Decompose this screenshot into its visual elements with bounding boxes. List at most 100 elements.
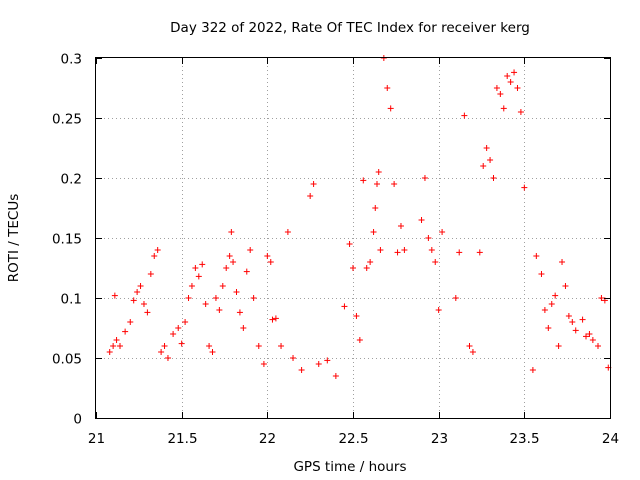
data-point: [175, 325, 182, 331]
axis-ticks: 21 21.5 22 22.5 23 23.5 24 0 0.05 0.1 0.15 0.2 0.25 0…: [52, 52, 619, 448]
data-point: [397, 223, 404, 229]
data-point: [529, 367, 536, 373]
data-point: [377, 247, 384, 253]
data-point: [170, 331, 177, 337]
data-point: [284, 229, 291, 235]
data-point: [188, 283, 195, 289]
data-point: [298, 367, 305, 373]
data-point: [514, 85, 521, 91]
data-point: [134, 289, 141, 295]
data-point: [267, 259, 274, 265]
data-point: [182, 319, 189, 325]
data-point: [272, 315, 279, 322]
data-point: [255, 343, 262, 349]
data-point: [589, 337, 596, 343]
data-point: [247, 247, 254, 253]
y-tick-label: 0.15: [52, 232, 82, 248]
data-point: [432, 259, 439, 265]
data-point: [341, 303, 348, 310]
data-point: [154, 247, 161, 253]
data-point: [384, 85, 391, 91]
data-point: [490, 175, 497, 181]
data-point: [106, 349, 113, 355]
x-tick-label: 21: [88, 431, 105, 447]
data-point: [456, 249, 463, 256]
data-point: [216, 307, 223, 313]
y-tick-label: 0.3: [61, 52, 82, 68]
data-point: [290, 355, 297, 361]
data-point: [511, 69, 518, 76]
data-point: [483, 145, 490, 151]
data-point: [579, 316, 586, 323]
data-point: [111, 292, 118, 299]
x-tick-label: 23: [431, 431, 448, 447]
data-point: [418, 217, 425, 223]
data-point: [151, 253, 158, 259]
data-point: [466, 343, 473, 349]
data-point: [598, 295, 605, 301]
x-tick-label: 22: [259, 431, 276, 447]
data-point: [209, 349, 216, 355]
data-point: [533, 253, 540, 259]
data-point: [219, 283, 226, 289]
data-point: [199, 261, 206, 268]
data-point: [178, 340, 185, 347]
data-point: [541, 307, 548, 313]
data-point: [548, 301, 555, 307]
data-point: [353, 313, 360, 319]
data-point: [243, 268, 250, 275]
data-point: [367, 259, 374, 265]
data-point: [250, 295, 257, 301]
data-point: [278, 343, 285, 349]
data-point: [332, 373, 339, 379]
x-tick-label: 24: [602, 431, 619, 447]
data-point: [497, 91, 504, 97]
y-tick-label: 0.05: [52, 352, 82, 368]
data-point: [586, 331, 593, 337]
data-point: [236, 309, 243, 316]
data-point: [569, 319, 576, 325]
data-point: [122, 328, 129, 335]
data-point: [401, 247, 408, 253]
data-point: [476, 249, 483, 256]
data-point: [387, 105, 394, 112]
data-point: [147, 271, 154, 277]
data-point: [223, 265, 230, 271]
data-point: [538, 271, 545, 277]
data-point: [356, 337, 363, 343]
data-point: [137, 283, 144, 289]
data-point: [375, 169, 382, 175]
data-point: [562, 283, 569, 289]
data-point: [555, 343, 562, 349]
x-tick-label: 22.5: [338, 431, 368, 447]
data-point: [315, 361, 322, 367]
data-point: [439, 229, 446, 235]
data-point: [372, 205, 379, 211]
data-point: [504, 73, 511, 79]
x-tick-label: 21.5: [167, 431, 197, 447]
data-point: [127, 319, 134, 325]
plot-frame: [95, 57, 611, 419]
data-point: [373, 181, 380, 187]
data-point: [269, 316, 276, 323]
data-point: [363, 265, 370, 271]
data-point: [394, 249, 401, 256]
y-tick-label: 0.2: [61, 172, 82, 188]
data-point: [260, 361, 267, 367]
data-point: [212, 295, 219, 301]
data-point: [350, 265, 356, 271]
data-point: [360, 177, 367, 184]
data-point: [307, 193, 314, 199]
data-point: [230, 259, 237, 265]
data-point: [461, 112, 468, 119]
data-point: [310, 181, 317, 187]
data-point: [113, 337, 120, 343]
data-point: [391, 181, 398, 187]
x-axis-label: GPS time / hours: [293, 459, 406, 475]
data-point: [552, 292, 559, 299]
data-point: [370, 229, 377, 235]
data-point: [116, 343, 123, 349]
data-point: [469, 349, 476, 355]
data-point: [202, 301, 209, 307]
